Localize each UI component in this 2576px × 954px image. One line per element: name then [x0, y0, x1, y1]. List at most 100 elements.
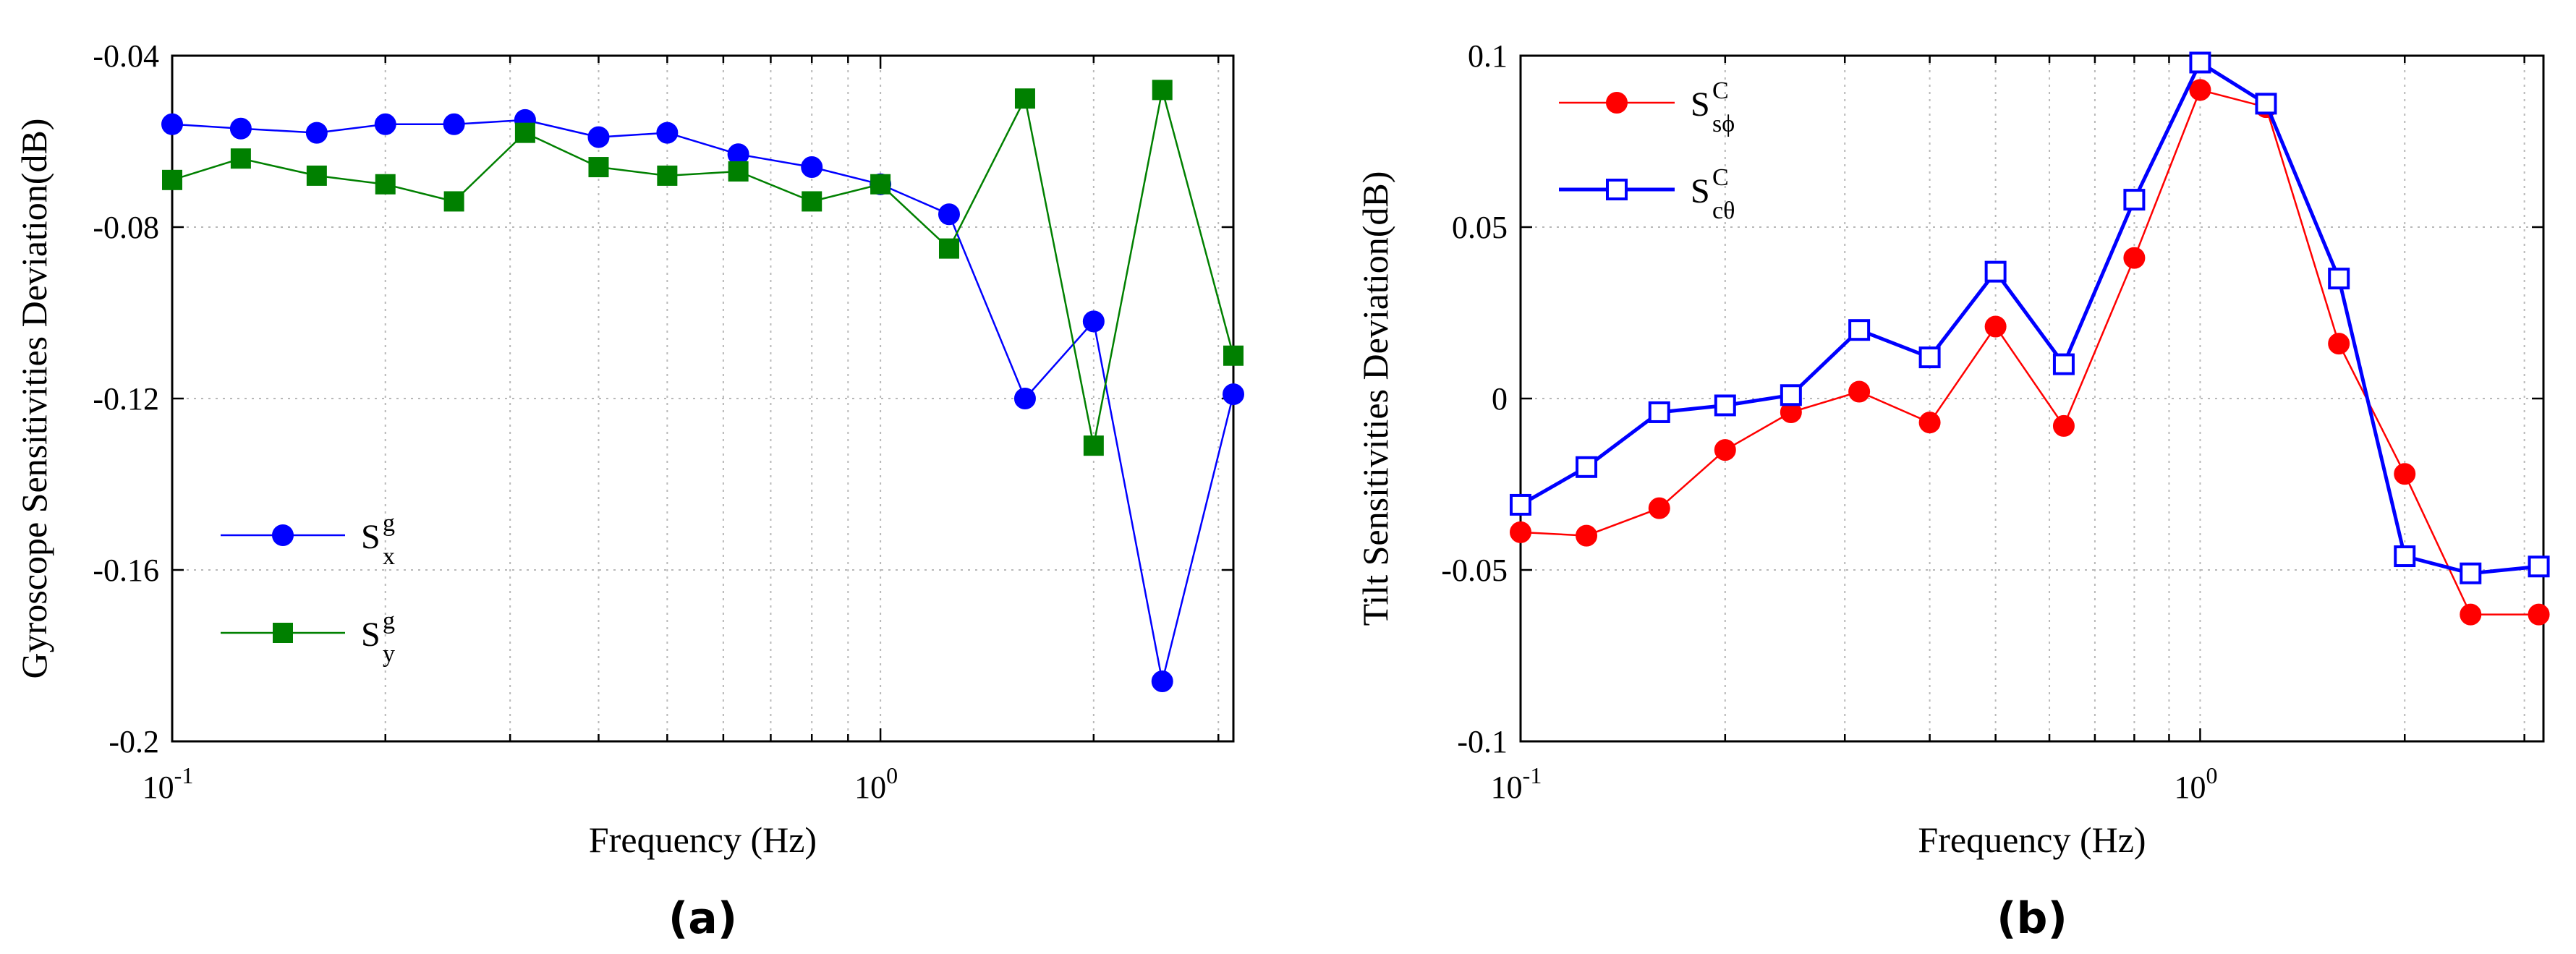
x-tick-label: 10-1 — [1491, 762, 1542, 805]
data-point — [728, 161, 749, 182]
y-tick-label: 0.05 — [1452, 210, 1508, 245]
data-point — [1648, 401, 1670, 423]
data-point — [374, 113, 396, 135]
legend-marker — [273, 623, 293, 643]
y-tick-label: -0.05 — [1441, 553, 1508, 588]
legend-superscript: g — [383, 608, 395, 634]
legend-label: S — [1691, 172, 1710, 210]
data-point — [657, 165, 678, 186]
chart-a: -0.2 -0.16 -0.12 -0.08 -0.04 10-1 100 Frequency… — [14, 38, 1244, 944]
data-point — [305, 122, 328, 144]
legend-marker — [1606, 92, 1628, 114]
data-point — [2394, 545, 2416, 568]
data-point — [2189, 51, 2211, 74]
data-point — [870, 174, 891, 195]
y-tick-label: -0.08 — [93, 210, 159, 245]
panel-label: (a) — [668, 893, 737, 944]
y-axis-label: Gyroscope Sensitivities Deviation(dB) — [14, 119, 54, 679]
x-axis-label: Frequency (Hz) — [589, 819, 817, 860]
legend-subscript: cθ — [1712, 197, 1735, 224]
data-point — [2123, 247, 2146, 269]
data-point — [2460, 603, 2482, 626]
data-point — [306, 165, 327, 186]
data-point — [2328, 333, 2350, 355]
data-point — [1152, 80, 1173, 101]
grid — [1520, 55, 2543, 742]
data-point — [443, 191, 464, 212]
data-point — [2189, 79, 2211, 101]
data-point — [443, 113, 465, 135]
data-point — [162, 169, 182, 190]
data-point — [2328, 268, 2350, 290]
data-point — [1510, 521, 1531, 543]
data-point — [229, 117, 252, 140]
data-point — [1648, 497, 1670, 519]
data-point — [1848, 319, 1871, 341]
tick-marks — [171, 54, 1233, 743]
data-point — [1223, 383, 1244, 406]
tick-marks — [1519, 54, 2543, 743]
data-point — [1780, 384, 1802, 406]
data-point — [1848, 380, 1871, 403]
series-line — [171, 89, 1235, 447]
series-a-0 — [161, 108, 1244, 693]
legend-subscript: x — [383, 543, 395, 570]
y-tick-label: 0.1 — [1468, 38, 1508, 74]
data-point — [802, 191, 822, 212]
data-point — [1510, 493, 1531, 516]
panel-label: (b) — [1997, 893, 2067, 944]
y-tick-label: -0.04 — [93, 38, 159, 74]
legend-label: S — [361, 518, 381, 556]
legend-label: S — [361, 616, 381, 654]
x-tick-label: 100 — [2174, 762, 2217, 805]
y-tick-label: -0.1 — [1457, 724, 1508, 759]
data-point — [2052, 353, 2075, 375]
y-tick-label: -0.16 — [93, 553, 159, 588]
legend-superscript: C — [1712, 164, 1729, 191]
y-tick-label: -0.12 — [93, 381, 159, 417]
data-point — [1714, 439, 1736, 461]
data-point — [1918, 346, 1941, 369]
data-point — [1576, 524, 1598, 547]
series-line — [171, 119, 1235, 683]
legend-subscript: y — [383, 641, 395, 668]
data-point — [1714, 394, 1736, 417]
data-point — [230, 148, 251, 169]
legend-label: S — [1691, 85, 1710, 124]
y-tick-label: 0 — [1492, 381, 1508, 417]
data-point — [2255, 93, 2277, 115]
y-tick-label: -0.2 — [109, 724, 159, 759]
data-point — [1984, 260, 2007, 283]
data-point — [161, 113, 183, 135]
data-point — [2460, 562, 2482, 584]
y-axis-label: Tilt Sensitivities Deviation(dB) — [1355, 171, 1395, 626]
series-b-1 — [1510, 51, 2550, 584]
data-point — [1223, 345, 1244, 366]
chart-b: -0.1 -0.05 0 0.05 0.1 10-1 100 Frequency (Hz) Ti… — [1355, 38, 2550, 944]
data-point — [1151, 670, 1173, 693]
legend-superscript: g — [383, 510, 395, 537]
legend-subscript: sϕ — [1712, 111, 1735, 137]
data-point — [2052, 414, 2075, 437]
legend-marker — [272, 524, 294, 546]
series-line — [1520, 89, 2539, 616]
data-point — [1576, 456, 1598, 478]
legend-superscript: C — [1712, 77, 1729, 104]
data-point — [1082, 310, 1105, 333]
x-tick-label: 100 — [854, 762, 898, 805]
series-a-1 — [162, 80, 1244, 456]
data-point — [375, 174, 396, 195]
data-point — [2394, 463, 2416, 485]
data-point — [514, 122, 535, 143]
data-point — [1083, 435, 1104, 456]
x-tick-label: 10-1 — [143, 762, 194, 805]
data-point — [1013, 388, 1036, 409]
data-point — [2123, 189, 2146, 211]
data-point — [2528, 603, 2550, 626]
legend-marker — [1606, 179, 1628, 200]
data-point — [587, 126, 610, 148]
data-point — [801, 156, 823, 179]
